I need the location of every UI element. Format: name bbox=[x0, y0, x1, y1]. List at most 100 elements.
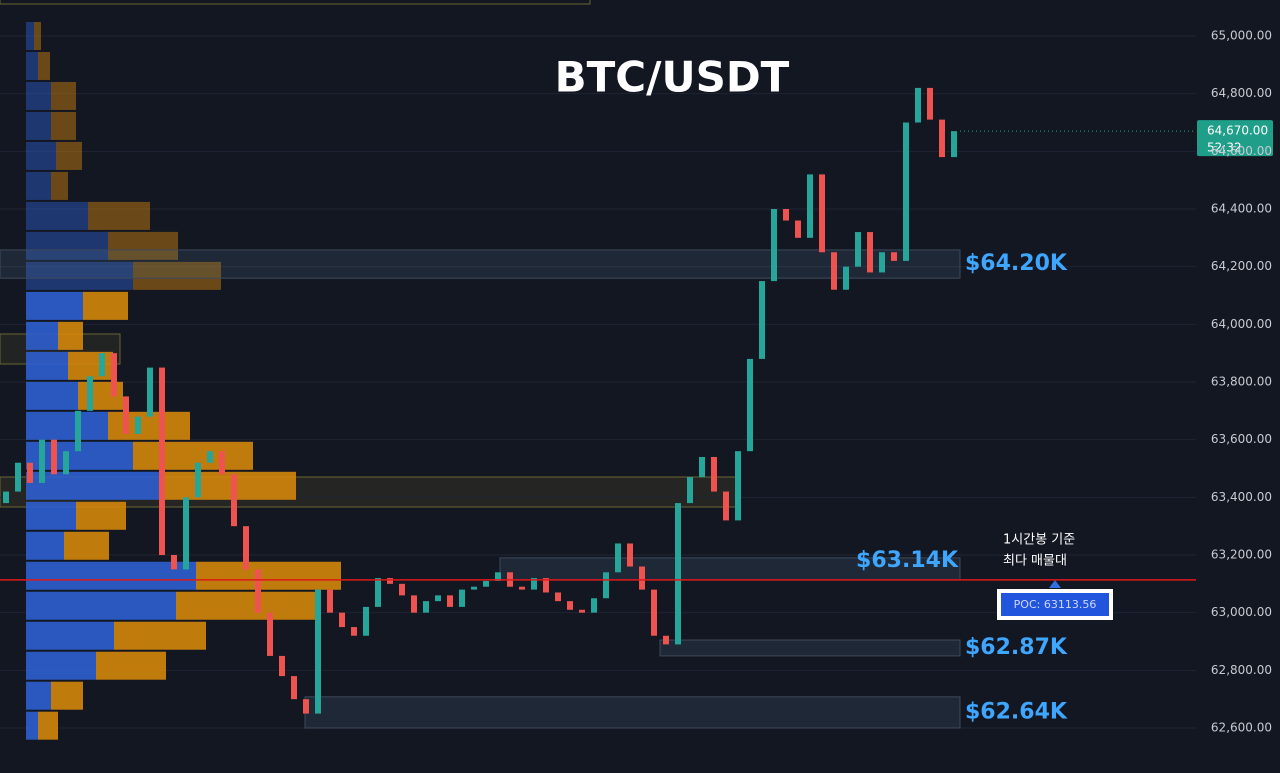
candle-body bbox=[423, 601, 429, 613]
volume-profile bbox=[26, 22, 341, 740]
candle-body bbox=[495, 572, 501, 581]
profile-buy bbox=[26, 171, 51, 200]
y-tick-label: 63,000.00 bbox=[1211, 605, 1272, 619]
candle-body bbox=[687, 477, 693, 504]
candle-body bbox=[399, 583, 405, 596]
candle-body bbox=[279, 655, 285, 677]
candle-body bbox=[939, 119, 945, 158]
candles bbox=[3, 87, 957, 714]
profile-sell bbox=[133, 441, 253, 470]
profile-sell bbox=[76, 501, 126, 530]
profile-buy bbox=[26, 141, 56, 170]
profile-sell bbox=[64, 531, 109, 560]
candle-body bbox=[903, 122, 909, 261]
profile-buy bbox=[26, 51, 38, 80]
candle-body bbox=[579, 609, 585, 613]
candle-body bbox=[135, 416, 141, 434]
candle-body bbox=[459, 589, 465, 607]
candle-body bbox=[771, 209, 777, 282]
profile-buy bbox=[26, 22, 34, 50]
profile-sell bbox=[51, 81, 76, 110]
candle-body bbox=[339, 612, 345, 628]
profile-buy bbox=[26, 111, 51, 140]
countdown: 52:32 bbox=[1207, 141, 1242, 155]
candle-body bbox=[723, 491, 729, 521]
profile-buy bbox=[26, 201, 88, 230]
candle-body bbox=[639, 566, 645, 590]
candle-body bbox=[483, 580, 489, 587]
candle-body bbox=[711, 456, 717, 492]
candle-body bbox=[615, 543, 621, 573]
profile-buy bbox=[26, 621, 114, 650]
profile-buy bbox=[26, 231, 108, 260]
candle-body bbox=[75, 410, 81, 452]
candle-body bbox=[867, 232, 873, 273]
candle-body bbox=[315, 589, 321, 714]
profile-sell bbox=[108, 231, 178, 260]
profile-buy bbox=[26, 321, 58, 350]
annotation: 1시간봉 기준 bbox=[1003, 533, 1075, 548]
profile-buy bbox=[26, 471, 161, 500]
profile-sell bbox=[68, 351, 113, 380]
candle-body bbox=[63, 451, 69, 475]
candle-body bbox=[951, 131, 957, 158]
candle-body bbox=[171, 555, 177, 570]
candle-body bbox=[363, 606, 369, 636]
candle-body bbox=[819, 174, 825, 253]
y-tick-label: 64,400.00 bbox=[1211, 202, 1272, 216]
zone-label: $64.20K bbox=[965, 251, 1068, 276]
candle-body bbox=[327, 589, 333, 613]
candle-body bbox=[375, 578, 381, 607]
candle-body bbox=[255, 569, 261, 613]
candle-body bbox=[651, 589, 657, 636]
candle-body bbox=[603, 572, 609, 599]
candle-body bbox=[759, 281, 765, 359]
candle-body bbox=[267, 612, 273, 656]
profile-sell bbox=[114, 621, 206, 650]
poc-label: POC: 63113.56 bbox=[1014, 598, 1097, 611]
candle-body bbox=[831, 252, 837, 290]
candle-body bbox=[303, 699, 309, 714]
profile-buy bbox=[26, 81, 51, 110]
y-tick-label: 64,800.00 bbox=[1211, 86, 1272, 100]
candle-body bbox=[891, 252, 897, 261]
candle-body bbox=[783, 209, 789, 221]
profile-buy bbox=[26, 561, 196, 590]
profile-buy bbox=[26, 411, 108, 440]
profile-buy bbox=[26, 681, 51, 710]
poc-box bbox=[1001, 593, 1109, 616]
candle-body bbox=[207, 451, 213, 463]
candle-body bbox=[879, 252, 885, 273]
zone-box bbox=[0, 0, 591, 5]
candle-body bbox=[447, 595, 453, 607]
zone-label: $62.87K bbox=[965, 635, 1068, 660]
profile-sell bbox=[196, 561, 341, 590]
y-tick-label: 62,600.00 bbox=[1211, 721, 1272, 735]
candle-body bbox=[855, 232, 861, 267]
profile-sell bbox=[176, 591, 321, 620]
profile-sell bbox=[83, 291, 128, 320]
profile-sell bbox=[88, 201, 150, 230]
candle-body bbox=[39, 439, 45, 483]
zone bbox=[304, 696, 961, 729]
y-tick-label: 63,600.00 bbox=[1211, 432, 1272, 446]
candle-body bbox=[675, 503, 681, 645]
candle-body bbox=[915, 87, 921, 123]
candle-body bbox=[27, 462, 33, 483]
profile-sell bbox=[56, 141, 82, 170]
profile-sell bbox=[38, 51, 50, 80]
candle-body bbox=[243, 526, 249, 570]
y-tick-label: 65,000.00 bbox=[1211, 29, 1272, 43]
last-price-label: 64,670.00 bbox=[1207, 124, 1268, 138]
profile-buy bbox=[26, 591, 176, 620]
profile-sell bbox=[51, 681, 83, 710]
candle-body bbox=[159, 367, 165, 555]
candle-body bbox=[663, 635, 669, 645]
profile-buy bbox=[26, 501, 76, 530]
candle-body bbox=[147, 367, 153, 417]
candle-body bbox=[435, 595, 441, 602]
profile-buy bbox=[26, 261, 133, 290]
profile-buy bbox=[26, 291, 83, 320]
